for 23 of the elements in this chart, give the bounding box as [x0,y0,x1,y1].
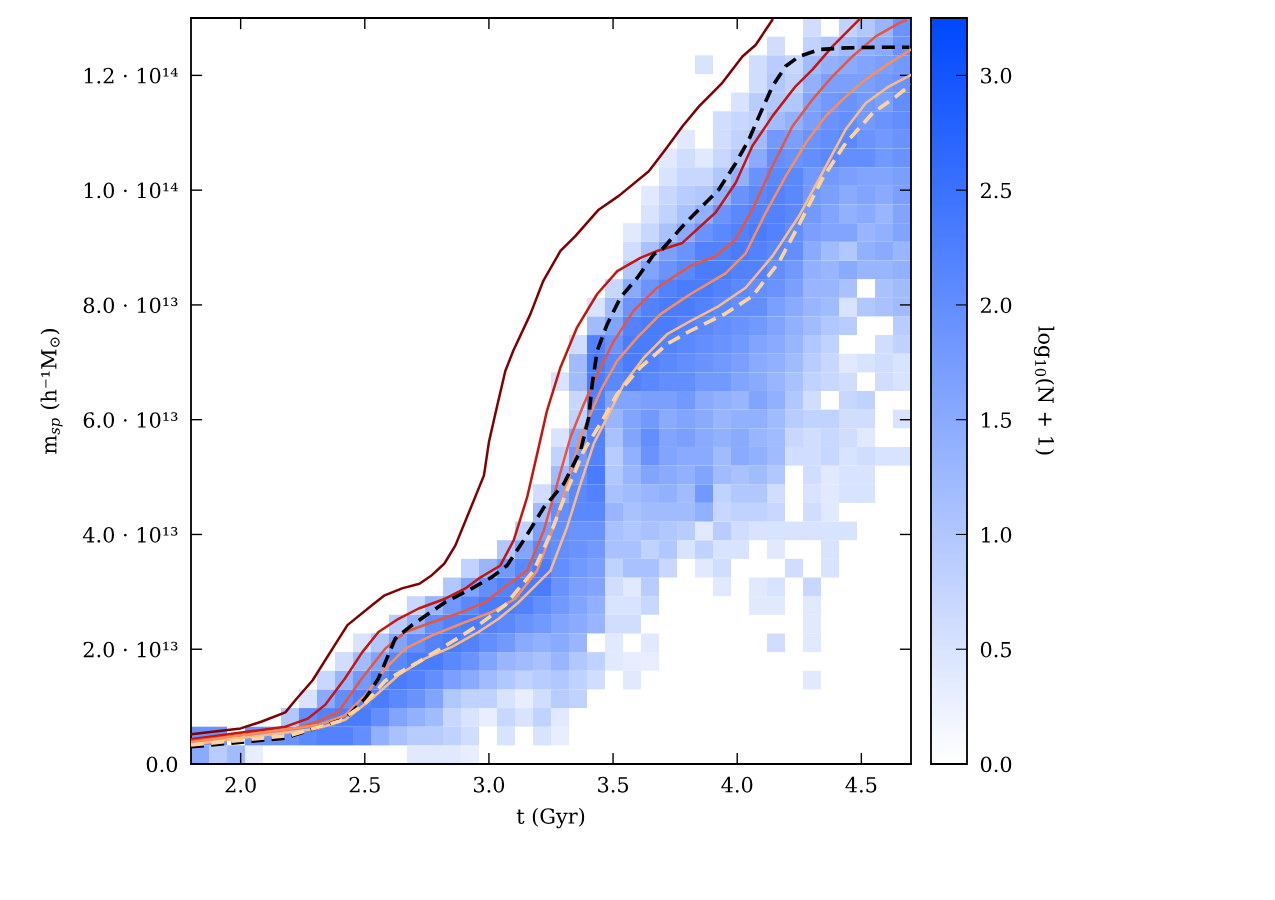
y-tick-label: 1.0 · 10¹⁴ [84,182,178,199]
x-tick-label: 3.5 [598,776,629,793]
x-tick-label: 3.0 [473,776,505,793]
y-tick-label: 0.0 [146,756,178,773]
color-bar-label: 2.0 [980,297,1012,314]
x-axis-title: t (Gyr) [516,807,585,829]
color-bar-label: 2.5 [980,182,1012,199]
color-bar-title: log$_{10}$(N + 1) [1033,326,1055,455]
x-tick-label: 2.5 [349,776,380,793]
y-tick-label: 2.0 · 10¹³ [83,641,178,658]
y-tick-label: 8.0 · 10¹³ [83,297,178,314]
x-tick-label: 4.0 [721,776,753,793]
y-axis-title: m$_{sp}$ (h⁻¹M$_{⊙}$) [40,329,63,454]
color-bar-label: 0.0 [980,756,1012,773]
x-tick-label: 2.0 [225,776,256,793]
y-tick-label: 1.2 · 10¹⁴ [84,67,178,84]
color-bar-label: 1.5 [982,412,1012,428]
y-tick-label: 4.0 · 10¹³ [82,526,178,543]
color-bar-label: 1.0 [982,526,1012,543]
y-tick-label: 6.0 · 10¹³ [83,412,178,428]
color-bar-label: 0.5 [980,641,1012,658]
color-bar-label: 3.0 [981,67,1012,84]
x-tick-label: 4.5 [845,776,877,793]
